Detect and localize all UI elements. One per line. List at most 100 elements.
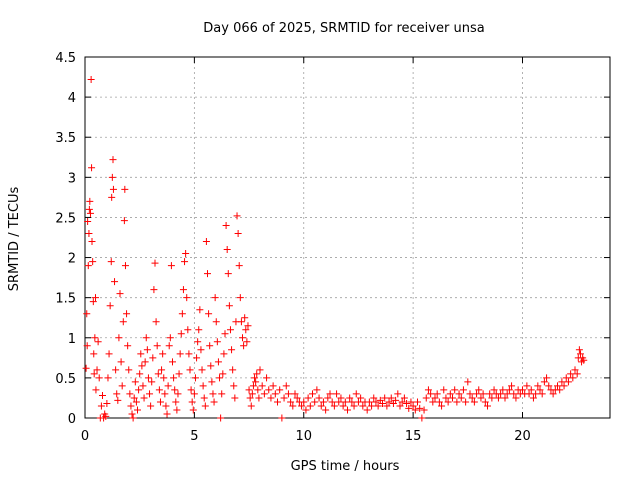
data-point (287, 398, 295, 406)
data-point (326, 390, 334, 398)
data-point (293, 394, 301, 402)
data-point (207, 362, 215, 370)
data-point (213, 338, 221, 346)
data-point (121, 262, 129, 270)
data-point (311, 398, 319, 406)
data-point (234, 229, 242, 237)
data-point (177, 330, 185, 338)
data-point (206, 342, 214, 350)
data-point (219, 370, 227, 378)
data-point (462, 398, 470, 406)
data-point (564, 378, 572, 386)
data-point (508, 382, 516, 390)
data-point (523, 382, 531, 390)
data-point (381, 394, 389, 402)
data-point (108, 193, 116, 201)
data-point (254, 386, 262, 394)
data-point (88, 164, 96, 172)
data-point (152, 318, 160, 326)
data-point (562, 374, 570, 382)
data-point (144, 374, 152, 382)
data-point (252, 378, 260, 386)
data-point (171, 386, 179, 394)
data-point (147, 402, 155, 410)
data-point (109, 156, 117, 164)
data-point (218, 390, 226, 398)
data-point (167, 262, 175, 270)
data-point (475, 386, 483, 394)
data-point (298, 402, 306, 410)
data-point (178, 310, 186, 318)
data-point (199, 382, 207, 390)
data-point (134, 406, 141, 414)
data-point (125, 366, 133, 374)
data-point (466, 390, 474, 398)
data-point (137, 350, 145, 358)
data-point (481, 398, 489, 406)
data-point (187, 386, 195, 394)
data-point (88, 238, 96, 246)
data-point (473, 390, 481, 398)
data-point (302, 406, 310, 414)
data-point (396, 402, 404, 410)
data-point (512, 394, 520, 402)
data-point (121, 185, 129, 193)
data-point (172, 398, 180, 406)
data-point (127, 402, 135, 410)
data-point (363, 406, 371, 414)
data-point (159, 350, 167, 358)
data-point (444, 398, 452, 406)
data-point (251, 374, 259, 382)
data-point (503, 390, 511, 398)
data-point (350, 402, 358, 410)
data-point (242, 326, 250, 334)
data-point (148, 378, 156, 386)
data-point (162, 402, 170, 410)
data-point (333, 390, 341, 398)
data-point (255, 394, 263, 402)
data-point (139, 382, 147, 390)
y-tick-label: 0.5 (55, 372, 76, 387)
data-point (163, 410, 171, 418)
data-point (91, 334, 99, 342)
data-point (202, 238, 210, 246)
data-point (282, 382, 290, 390)
data-point (243, 338, 251, 346)
data-point (258, 382, 266, 390)
data-point (240, 342, 248, 350)
data-point (181, 258, 189, 266)
data-point (379, 400, 386, 408)
data-point (90, 350, 98, 358)
x-tick-label: 0 (81, 429, 89, 444)
x-tick-label: 10 (295, 429, 312, 444)
data-point (184, 326, 192, 334)
data-point (271, 390, 279, 398)
data-point (352, 390, 360, 398)
data-point (280, 394, 288, 402)
data-point (107, 258, 115, 266)
data-point (83, 310, 91, 318)
data-point (484, 402, 491, 410)
data-point (129, 414, 137, 422)
data-point (92, 386, 100, 394)
data-point (196, 306, 204, 314)
y-tick-label: 4.5 (55, 51, 76, 66)
data-point (440, 386, 448, 394)
data-point (276, 386, 284, 394)
data-point (115, 334, 123, 342)
data-point (204, 270, 211, 278)
data-point (372, 398, 380, 406)
data-point (131, 378, 139, 386)
data-point (545, 382, 553, 390)
y-tick-label: 3 (68, 171, 76, 186)
data-point (112, 366, 120, 374)
data-point (158, 366, 166, 374)
data-point (248, 390, 256, 398)
data-point (306, 402, 314, 410)
data-point (457, 394, 465, 402)
data-point (160, 374, 168, 382)
data-point (222, 221, 230, 229)
data-point (477, 394, 485, 402)
data-point (124, 342, 132, 350)
data-point (191, 374, 199, 382)
